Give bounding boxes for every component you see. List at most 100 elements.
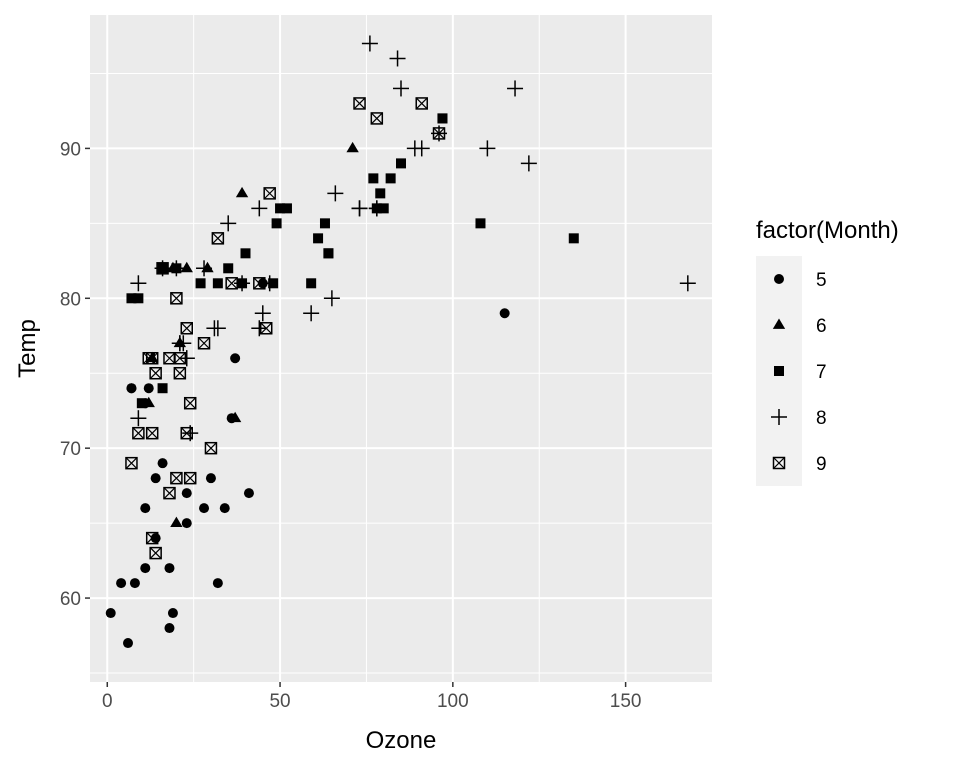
y-axis-title: Temp xyxy=(14,319,41,378)
data-point-month-8 xyxy=(130,410,147,427)
data-point-month-5 xyxy=(105,608,116,619)
data-point-month-8 xyxy=(361,35,378,52)
data-point-month-6 xyxy=(346,141,359,153)
data-point-month-8 xyxy=(507,80,524,97)
data-point-month-5 xyxy=(140,563,151,574)
legend-key-7: 7 xyxy=(774,362,827,383)
data-point-month-9 xyxy=(353,97,366,110)
data-point-month-9 xyxy=(170,471,183,485)
data-point-month-7 xyxy=(313,233,324,244)
data-point-month-7 xyxy=(396,158,406,169)
data-point-month-9 xyxy=(170,292,183,305)
legend-label: 5 xyxy=(816,270,827,291)
data-point-month-8 xyxy=(130,275,147,292)
legend-key-5: 5 xyxy=(774,270,827,291)
data-point-month-8 xyxy=(389,50,406,67)
data-point-month-6 xyxy=(146,351,159,363)
data-point-month-5 xyxy=(212,578,223,589)
data-point-month-7 xyxy=(133,293,144,304)
data-point-month-5 xyxy=(181,488,192,499)
data-point-month-9 xyxy=(183,471,197,485)
data-point-month-5 xyxy=(199,503,210,514)
data-point-month-8 xyxy=(413,140,430,157)
x-tick-label: 150 xyxy=(610,691,642,712)
y-tick-label: 80 xyxy=(60,289,81,310)
data-point-month-5 xyxy=(243,488,254,499)
legend-title: factor(Month) xyxy=(756,217,899,244)
legend-symbol-square-cross xyxy=(772,456,786,470)
data-point-month-7 xyxy=(319,218,330,229)
data-point-month-5 xyxy=(129,578,140,589)
data-point-month-5 xyxy=(205,473,216,484)
data-point-month-9 xyxy=(145,531,159,545)
data-point-month-9 xyxy=(156,262,169,275)
data-point-month-9 xyxy=(432,127,446,140)
legend-symbol-circle xyxy=(774,274,784,284)
legend-label: 9 xyxy=(816,454,827,475)
data-point-month-9 xyxy=(142,351,155,365)
data-point-month-8 xyxy=(303,305,320,322)
data-point-month-5 xyxy=(219,503,230,514)
data-point-month-8 xyxy=(209,320,226,337)
data-point-month-7 xyxy=(157,383,168,394)
x-tick-label: 0 xyxy=(102,691,113,712)
data-point-month-6 xyxy=(235,186,249,198)
data-point-month-8 xyxy=(254,305,271,322)
data-point-month-5 xyxy=(123,638,134,649)
data-point-month-9 xyxy=(211,232,225,245)
data-point-month-9 xyxy=(259,322,273,335)
data-point-month-9 xyxy=(145,426,159,440)
data-point-month-5 xyxy=(164,563,175,574)
data-point-month-9 xyxy=(125,456,138,470)
data-point-month-6 xyxy=(228,411,242,423)
data-point-month-5 xyxy=(499,308,510,319)
y-axis-ticks: 60 70 80 90 xyxy=(60,139,90,610)
data-point-month-8 xyxy=(251,200,268,217)
legend-key-9: 9 xyxy=(772,454,827,475)
x-axis-ticks: 0 50 100 150 xyxy=(102,682,641,712)
data-point-month-5 xyxy=(181,518,192,529)
data-point-month-7 xyxy=(437,113,448,124)
data-point-month-9 xyxy=(149,366,162,380)
data-point-month-9 xyxy=(370,112,384,125)
data-point-month-5 xyxy=(150,473,161,484)
y-tick-label: 60 xyxy=(60,589,81,610)
data-point-month-7 xyxy=(136,398,147,409)
data-point-month-9 xyxy=(180,426,194,440)
data-point-month-8 xyxy=(679,275,696,292)
data-point-month-8 xyxy=(171,335,188,352)
data-point-month-6 xyxy=(170,516,183,528)
data-point-month-8 xyxy=(168,260,185,277)
legend-key-6: 6 xyxy=(772,316,827,337)
data-point-month-6 xyxy=(180,261,193,273)
data-point-month-7 xyxy=(126,293,137,304)
data-point-month-7 xyxy=(385,173,396,184)
data-point-month-9 xyxy=(183,396,197,410)
data-point-month-8 xyxy=(251,320,268,337)
data-point-month-8 xyxy=(393,80,409,97)
data-point-month-7 xyxy=(281,203,292,214)
data-point-month-5 xyxy=(116,578,127,589)
x-tick-label: 100 xyxy=(437,691,469,712)
data-point-month-9 xyxy=(132,426,145,440)
data-point-month-7 xyxy=(475,218,486,229)
legend-symbol-plus xyxy=(771,409,787,425)
data-point-month-9 xyxy=(197,337,211,350)
data-point-month-9 xyxy=(173,366,187,380)
data-point-month-8 xyxy=(196,260,213,277)
data-point-month-5 xyxy=(157,458,168,469)
data-point-month-8 xyxy=(220,215,237,232)
legend: factor(Month) 5 6 7 8 9 xyxy=(756,217,899,486)
data-point-month-8 xyxy=(351,200,368,217)
data-point-month-5 xyxy=(164,623,175,634)
data-point-month-9 xyxy=(204,441,218,455)
data-point-month-9 xyxy=(263,187,276,200)
y-tick-label: 90 xyxy=(60,139,81,160)
data-point-month-7 xyxy=(240,248,251,259)
data-point-month-7 xyxy=(323,248,334,259)
data-point-month-8 xyxy=(178,350,195,367)
data-point-month-9 xyxy=(173,351,187,365)
data-point-month-7 xyxy=(271,218,282,229)
data-point-month-7 xyxy=(568,233,579,244)
data-point-month-8 xyxy=(479,140,496,157)
